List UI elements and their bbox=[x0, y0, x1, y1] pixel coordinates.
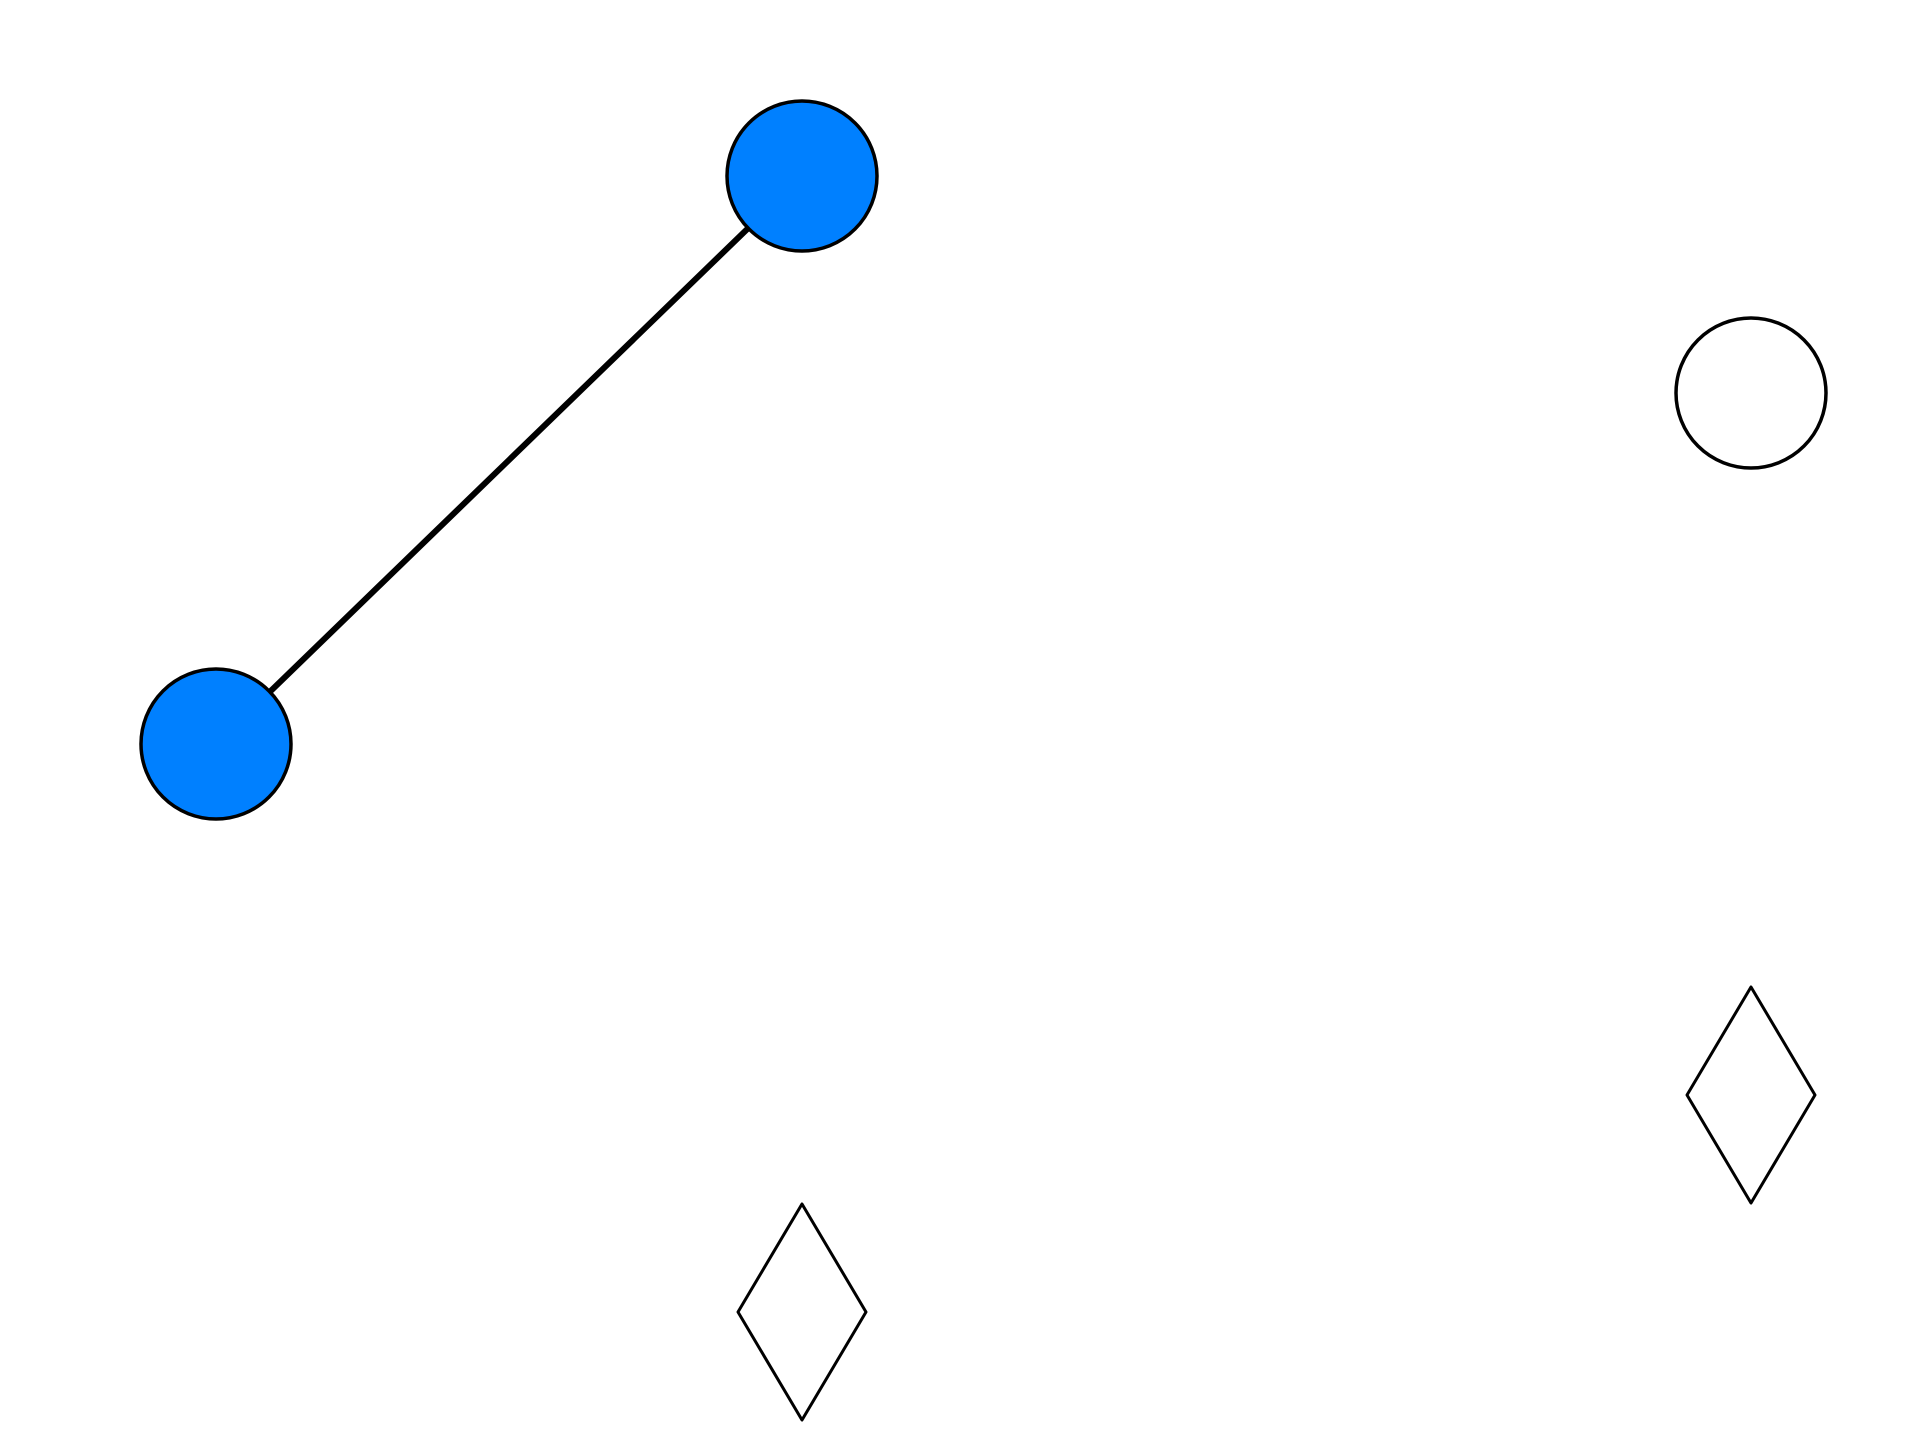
circle-node-node-c[interactable] bbox=[1674, 316, 1828, 470]
selected-circle-node-node-a[interactable] bbox=[139, 667, 293, 821]
selected-circle-node-node-b[interactable] bbox=[725, 99, 879, 253]
edges-layer bbox=[213, 173, 805, 747]
diamond-node-node-d[interactable] bbox=[736, 1202, 868, 1422]
edge-node-a-node-b[interactable] bbox=[213, 173, 805, 747]
diamond-node-node-e[interactable] bbox=[1685, 985, 1817, 1205]
nodes-layer bbox=[139, 99, 1828, 1422]
